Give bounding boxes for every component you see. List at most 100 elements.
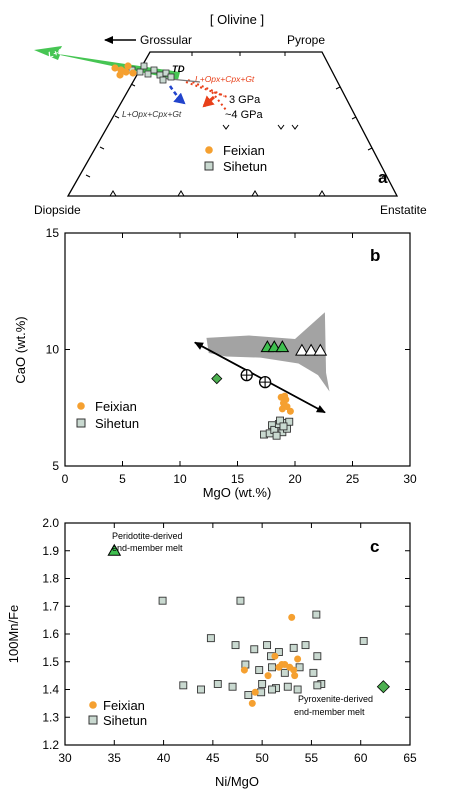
peridotite-label-line2: end-member melt (112, 543, 183, 553)
sihetun-point (285, 417, 294, 426)
ternary-sihetun-point (159, 76, 167, 84)
feixian-point (251, 688, 259, 696)
sihetun-point (301, 641, 310, 650)
sihetun-point (244, 691, 253, 699)
legend-b-sihetun-label: Sihetun (95, 416, 139, 431)
open-triangle-point (304, 343, 318, 356)
sihetun-point (313, 652, 322, 661)
c-xtick-label: 30 (58, 751, 72, 765)
sihetun-point (293, 685, 302, 694)
panel-label-c: c (370, 537, 379, 556)
ternary-feixian-point (111, 64, 119, 72)
panel-b: b MgO (wt.%) CaO (wt.%) 0 5 10 15 20 25 305101… (13, 226, 417, 500)
green-diamond-point (376, 680, 390, 694)
green-field-arrow (34, 46, 180, 80)
vertex-label-top-left: Grossular (140, 33, 192, 47)
sihetun-point (263, 641, 272, 650)
ternary-sihetun-point (140, 62, 148, 70)
ternary-sihetun-point (167, 73, 175, 81)
open-triangle-point (313, 343, 328, 356)
ternary-sihetun-point (136, 68, 144, 76)
plot-marks-c (107, 543, 390, 707)
x-axis-label-b: MgO (wt.%) (203, 485, 272, 500)
legend-a-feixian-marker (205, 146, 213, 154)
y-axis-label-c: 100Mn/Fe (6, 605, 21, 664)
c-xtick-label: 40 (157, 751, 171, 765)
sihetun-point (268, 663, 276, 672)
green-triangle-point (275, 340, 290, 353)
panel-c: c Ni/MgO 100Mn/Fe 30 35 40 45 50 55 60 65 1.2 1.3… (6, 516, 417, 789)
y-axis-label-b: CaO (wt.%) (13, 316, 28, 383)
sihetun-point (158, 596, 167, 605)
c-ytick-label: 1.3 (42, 710, 59, 724)
feixian-point (278, 405, 286, 413)
legend-c-feixian-marker (89, 701, 97, 709)
pyroxenite-label-line1: Pyroxenite-derived (298, 694, 373, 704)
b-xtick-label: 5 (119, 472, 126, 486)
sihetun-point (283, 682, 292, 691)
c-xtick-label: 35 (108, 751, 122, 765)
legend-c-feixian-label: Feixian (103, 698, 145, 713)
c-ytick-label: 1.9 (42, 544, 59, 558)
feixian-point (271, 652, 279, 660)
ternary-feixian-point (124, 62, 132, 70)
c-ytick-label: 1.5 (42, 655, 59, 669)
b-xtick-label: 0 (62, 472, 69, 486)
b-xtick-label: 20 (288, 472, 302, 486)
feixian-point (286, 407, 294, 415)
sihetun-point (255, 666, 264, 675)
feixian-point (291, 672, 299, 680)
c-xtick-label: 55 (305, 751, 319, 765)
axis-ticks-c: 30 35 40 45 50 55 60 65 1.2 1.3 1.4 1.5 1.6 1.7 1.8 1.9… (42, 516, 417, 765)
sihetun-point (359, 636, 368, 645)
ternary-feixian-point (129, 69, 137, 77)
crossed-circle-cross (259, 376, 271, 388)
sihetun-point (206, 634, 215, 643)
sihetun-point (280, 668, 289, 677)
feixian-point (240, 666, 248, 674)
peridotite-label-line1: Peridotite-derived (112, 531, 183, 541)
mixing-arrow-reverse (194, 341, 326, 414)
b-xtick-label: 25 (346, 472, 360, 486)
vertex-label-bottom-left: Diopside (34, 203, 81, 217)
legend-b-sihetun-marker (76, 418, 86, 428)
feixian-point (278, 661, 286, 669)
pressure-label-4gpa: ~4 GPa (225, 109, 263, 121)
red-field-label: L+Opx+Cpx+Gt (195, 74, 255, 84)
sihetun-point (179, 681, 188, 690)
vertex-label-top-right: Pyrope (287, 33, 325, 47)
panel-a: [ Olivine ] Grossular Pyrope Diopside En… (34, 12, 427, 217)
plot-marks-b (194, 312, 330, 440)
pressure-label-3gpa: 3 GPa (229, 94, 261, 106)
red-field-line-4gpa (187, 79, 228, 111)
c-xtick-label: 50 (255, 751, 269, 765)
sihetun-point (309, 668, 318, 677)
b-ytick-label: 5 (52, 459, 59, 473)
legend-b-feixian-label: Feixian (95, 399, 137, 414)
sihetun-point (289, 643, 298, 652)
feixian-point (281, 392, 289, 400)
red-field-line-3gpa (185, 81, 225, 97)
ternary-feixian-point (116, 71, 124, 79)
sihetun-point (258, 680, 267, 688)
legend-a-sihetun-marker (204, 161, 214, 171)
ternary-title: [ Olivine ] (210, 12, 264, 27)
b-xtick-label: 10 (173, 472, 187, 486)
sihetun-point (231, 641, 240, 650)
ternary-feixian-point (122, 68, 130, 76)
sihetun-point (250, 645, 259, 654)
green-field-label: L+Ol+Cpx+Gt (47, 35, 103, 60)
c-ytick-label: 2.0 (42, 516, 59, 530)
sihetun-point (197, 685, 205, 694)
c-xtick-label: 65 (403, 751, 417, 765)
sihetun-point (272, 431, 281, 440)
ternary-sihetun-point (150, 66, 158, 74)
feixian-point (294, 655, 302, 663)
b-ytick-label: 15 (46, 226, 60, 240)
legend-a-feixian-label: Feixian (223, 143, 265, 158)
c-ytick-label: 1.6 (42, 627, 59, 641)
sihetun-point (295, 663, 304, 672)
b-xtick-label: 30 (403, 472, 417, 486)
sihetun-point (279, 422, 288, 431)
